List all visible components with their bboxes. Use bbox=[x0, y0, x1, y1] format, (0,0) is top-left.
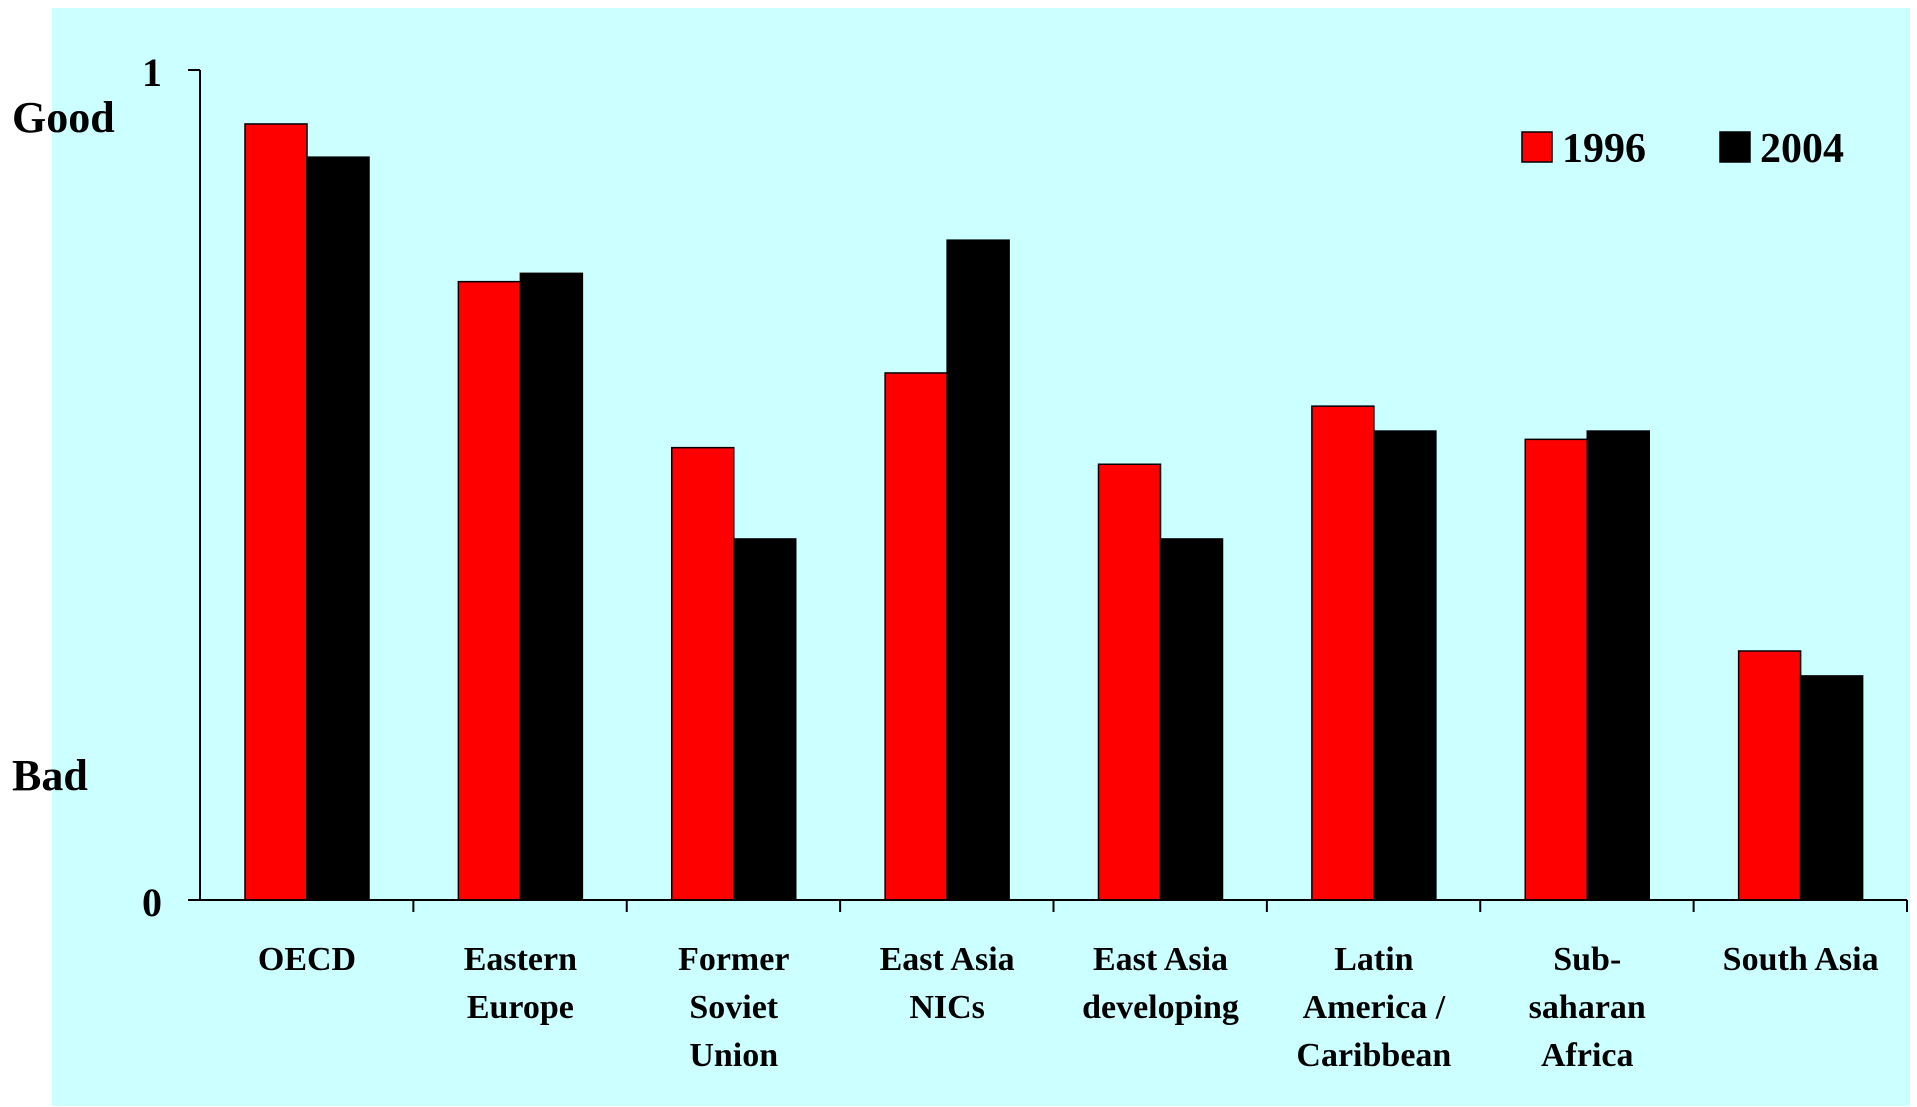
bar-1996-3 bbox=[884, 372, 948, 901]
bar-2004-7 bbox=[1799, 675, 1864, 901]
bar-1996-6 bbox=[1524, 438, 1588, 901]
y-tick-label-1: 1 bbox=[142, 50, 162, 95]
bar-2004-0 bbox=[306, 156, 370, 901]
legend-swatch-1996 bbox=[1521, 131, 1553, 163]
y-tick-label-0: 0 bbox=[142, 880, 162, 925]
y-annotation-good: Good bbox=[12, 93, 115, 142]
bar-2004-4 bbox=[1159, 538, 1224, 901]
x-tick-label-3: East Asia NICs bbox=[880, 941, 1015, 1026]
bar-2004-3 bbox=[946, 239, 1010, 901]
y-annotation-bad: Bad bbox=[12, 751, 88, 800]
x-tick-label-4: East Asia developing bbox=[1082, 941, 1239, 1026]
x-tick-label-1: Eastern Europe bbox=[464, 941, 577, 1026]
x-tick-label-7: South Asia bbox=[1723, 941, 1879, 978]
bar-2004-2 bbox=[733, 538, 797, 901]
legend-swatch-2004 bbox=[1719, 131, 1751, 163]
x-tick-label-0: OECD bbox=[258, 941, 356, 978]
bar-2004-1 bbox=[519, 272, 584, 901]
legend-label-2004: 2004 bbox=[1760, 126, 1844, 172]
x-tick-label-6: Sub-saharan Africa bbox=[1529, 941, 1646, 1074]
bar-1996-2 bbox=[671, 446, 735, 901]
bar-1996-7 bbox=[1737, 650, 1802, 901]
bar-1996-0 bbox=[244, 123, 308, 901]
legend-label-1996: 1996 bbox=[1562, 126, 1646, 172]
bar-1996-4 bbox=[1097, 463, 1162, 901]
x-tick-label-2: Former Soviet Union bbox=[678, 941, 789, 1074]
x-tick-label-5: Latin America / Caribbean bbox=[1296, 941, 1451, 1074]
bar-2004-6 bbox=[1586, 430, 1650, 901]
bar-1996-5 bbox=[1311, 405, 1375, 901]
bar-1996-1 bbox=[457, 280, 522, 901]
bar-2004-5 bbox=[1373, 430, 1437, 901]
